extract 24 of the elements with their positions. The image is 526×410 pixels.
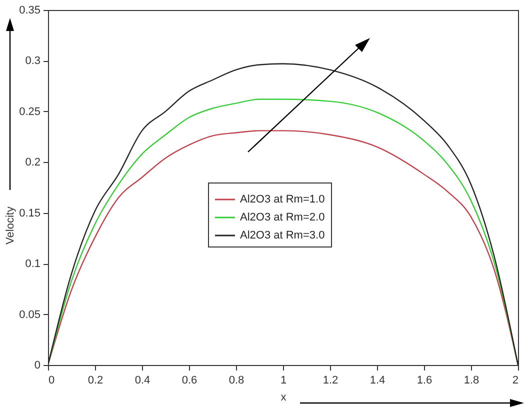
y-tick-label: 0.1 [25,258,40,270]
x-tick-label: 0 [48,374,55,386]
y-tick-label: 0.15 [19,207,40,220]
y-tick-label: 0.3 [25,55,40,68]
y-axis-title: Velocity [4,206,16,244]
legend-label: Al2O3 at Rm=2.0 [240,212,325,224]
x-tick-label: 1 [280,374,287,386]
x-tick-label: 1.8 [464,374,480,386]
x-tick-label: 0.2 [88,374,104,386]
x-tick-label: 0.4 [134,374,150,386]
legend-label: Al2O3 at Rm=3.0 [240,230,325,242]
legend-label: Al2O3 at Rm=1.0 [240,194,325,206]
x-tick-label: 1.2 [322,374,338,386]
y-tick-label: 0.35 [19,4,40,16]
y-tick-label: 0.05 [19,308,40,321]
x-tick-label: 1.4 [370,374,386,386]
x-tick-label: 2 [512,374,518,386]
x-tick-label: 0.6 [182,374,198,386]
x-axis-title: x [280,392,287,404]
y-tick-label: 0.2 [25,156,40,169]
x-tick-label: 1.6 [416,374,432,386]
y-tick-label: 0 [34,360,40,372]
x-tick-label: 0.8 [228,374,244,386]
y-tick-label: 0.25 [19,106,40,118]
